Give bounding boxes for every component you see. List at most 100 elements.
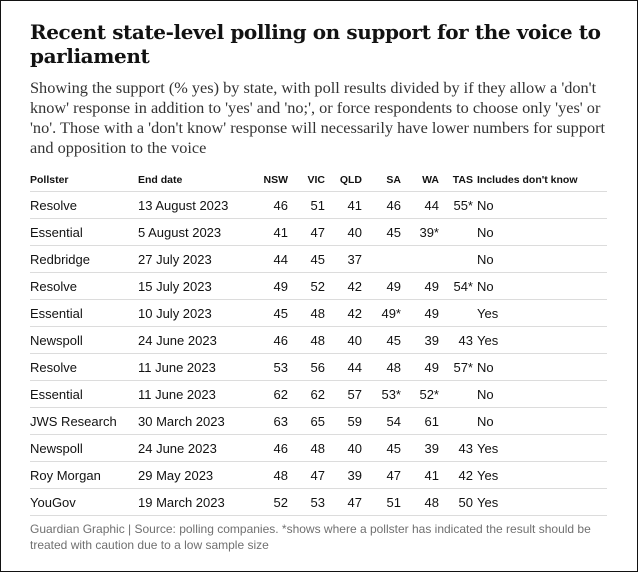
end-date-cell: 24 June 2023 <box>138 326 243 354</box>
tas-value-cell: 57* <box>439 353 473 381</box>
pollster-cell: Newspoll <box>30 434 138 462</box>
tas-value-cell <box>439 299 473 327</box>
column-header: WA <box>401 169 439 192</box>
nsw-value-cell: 62 <box>243 380 288 408</box>
tas-value-cell <box>439 380 473 408</box>
tas-value-cell <box>439 218 473 246</box>
pollster-cell: Roy Morgan <box>30 461 138 489</box>
tas-value-cell <box>439 407 473 435</box>
table-row: Newspoll 24 June 2023 46 48 40 45 39 43 Yes <box>30 326 607 354</box>
nsw-value-cell: 48 <box>243 461 288 489</box>
includes-dont-know-cell: Yes <box>473 488 607 516</box>
vic-value-cell: 51 <box>288 191 325 219</box>
sa-value-cell: 49 <box>362 272 401 300</box>
vic-value-cell: 52 <box>288 272 325 300</box>
wa-value-cell: 52* <box>401 380 439 408</box>
vic-value-cell: 48 <box>288 299 325 327</box>
nsw-value-cell: 63 <box>243 407 288 435</box>
end-date-cell: 30 March 2023 <box>138 407 243 435</box>
end-date-cell: 11 June 2023 <box>138 380 243 408</box>
nsw-value-cell: 46 <box>243 434 288 462</box>
nsw-value-cell: 52 <box>243 488 288 516</box>
qld-value-cell: 41 <box>325 191 362 219</box>
end-date-cell: 10 July 2023 <box>138 299 243 327</box>
vic-value-cell: 47 <box>288 218 325 246</box>
nsw-value-cell: 46 <box>243 326 288 354</box>
tas-value-cell: 54* <box>439 272 473 300</box>
qld-value-cell: 40 <box>325 218 362 246</box>
includes-dont-know-cell: Yes <box>473 434 607 462</box>
sa-value-cell: 47 <box>362 461 401 489</box>
table-header-row: Pollster End date NSW VIC QLD SA WA TAS … <box>30 169 607 192</box>
column-header: TAS <box>439 169 473 192</box>
wa-value-cell <box>401 245 439 273</box>
qld-value-cell: 37 <box>325 245 362 273</box>
tas-value-cell <box>439 245 473 273</box>
column-header: End date <box>138 169 243 192</box>
includes-dont-know-cell: No <box>473 272 607 300</box>
includes-dont-know-cell: No <box>473 353 607 381</box>
source-note: Guardian Graphic | Source: polling compa… <box>30 522 591 552</box>
column-header: Includes don't know <box>473 169 607 192</box>
nsw-value-cell: 45 <box>243 299 288 327</box>
vic-value-cell: 53 <box>288 488 325 516</box>
sa-value-cell: 48 <box>362 353 401 381</box>
sa-value-cell: 45 <box>362 434 401 462</box>
end-date-cell: 15 July 2023 <box>138 272 243 300</box>
qld-value-cell: 57 <box>325 380 362 408</box>
vic-value-cell: 45 <box>288 245 325 273</box>
sa-value-cell: 45 <box>362 218 401 246</box>
pollster-cell: Essential <box>30 299 138 327</box>
nsw-value-cell: 46 <box>243 191 288 219</box>
pollster-cell: JWS Research <box>30 407 138 435</box>
table-row: Resolve 11 June 2023 53 56 44 48 49 57* No <box>30 353 607 381</box>
qld-value-cell: 42 <box>325 272 362 300</box>
qld-value-cell: 42 <box>325 299 362 327</box>
sa-value-cell: 51 <box>362 488 401 516</box>
column-header: SA <box>362 169 401 192</box>
pollster-cell: Resolve <box>30 272 138 300</box>
vic-value-cell: 48 <box>288 326 325 354</box>
end-date-cell: 24 June 2023 <box>138 434 243 462</box>
vic-value-cell: 56 <box>288 353 325 381</box>
end-date-cell: 19 March 2023 <box>138 488 243 516</box>
table-row: Roy Morgan 29 May 2023 48 47 39 47 41 42 Yes <box>30 461 607 489</box>
nsw-value-cell: 44 <box>243 245 288 273</box>
pollster-cell: Resolve <box>30 191 138 219</box>
sa-value-cell <box>362 245 401 273</box>
wa-value-cell: 39* <box>401 218 439 246</box>
wa-value-cell: 39 <box>401 434 439 462</box>
column-header: Pollster <box>30 169 138 192</box>
end-date-cell: 29 May 2023 <box>138 461 243 489</box>
vic-value-cell: 47 <box>288 461 325 489</box>
includes-dont-know-cell: No <box>473 407 607 435</box>
includes-dont-know-cell: Yes <box>473 326 607 354</box>
qld-value-cell: 47 <box>325 488 362 516</box>
qld-value-cell: 40 <box>325 434 362 462</box>
column-header: QLD <box>325 169 362 192</box>
table-row: Resolve 13 August 2023 46 51 41 46 44 55* No <box>30 191 607 219</box>
end-date-cell: 13 August 2023 <box>138 191 243 219</box>
nsw-value-cell: 53 <box>243 353 288 381</box>
table-row: YouGov 19 March 2023 52 53 47 51 48 50 Yes <box>30 488 607 516</box>
chart-subtitle: Showing the support (% yes) by state, wi… <box>30 78 606 157</box>
wa-value-cell: 61 <box>401 407 439 435</box>
sa-value-cell: 53* <box>362 380 401 408</box>
column-header: VIC <box>288 169 325 192</box>
includes-dont-know-cell: No <box>473 191 607 219</box>
tas-value-cell: 43 <box>439 434 473 462</box>
wa-value-cell: 49 <box>401 272 439 300</box>
wa-value-cell: 39 <box>401 326 439 354</box>
wa-value-cell: 48 <box>401 488 439 516</box>
vic-value-cell: 62 <box>288 380 325 408</box>
pollster-cell: Resolve <box>30 353 138 381</box>
wa-value-cell: 41 <box>401 461 439 489</box>
end-date-cell: 11 June 2023 <box>138 353 243 381</box>
table-row: JWS Research 30 March 2023 63 65 59 54 61 No <box>30 407 607 435</box>
vic-value-cell: 48 <box>288 434 325 462</box>
table-row: Essential 11 June 2023 62 62 57 53* 52* No <box>30 380 607 408</box>
qld-value-cell: 39 <box>325 461 362 489</box>
chart-title: Recent state-level polling on support fo… <box>30 20 601 68</box>
includes-dont-know-cell: No <box>473 245 607 273</box>
